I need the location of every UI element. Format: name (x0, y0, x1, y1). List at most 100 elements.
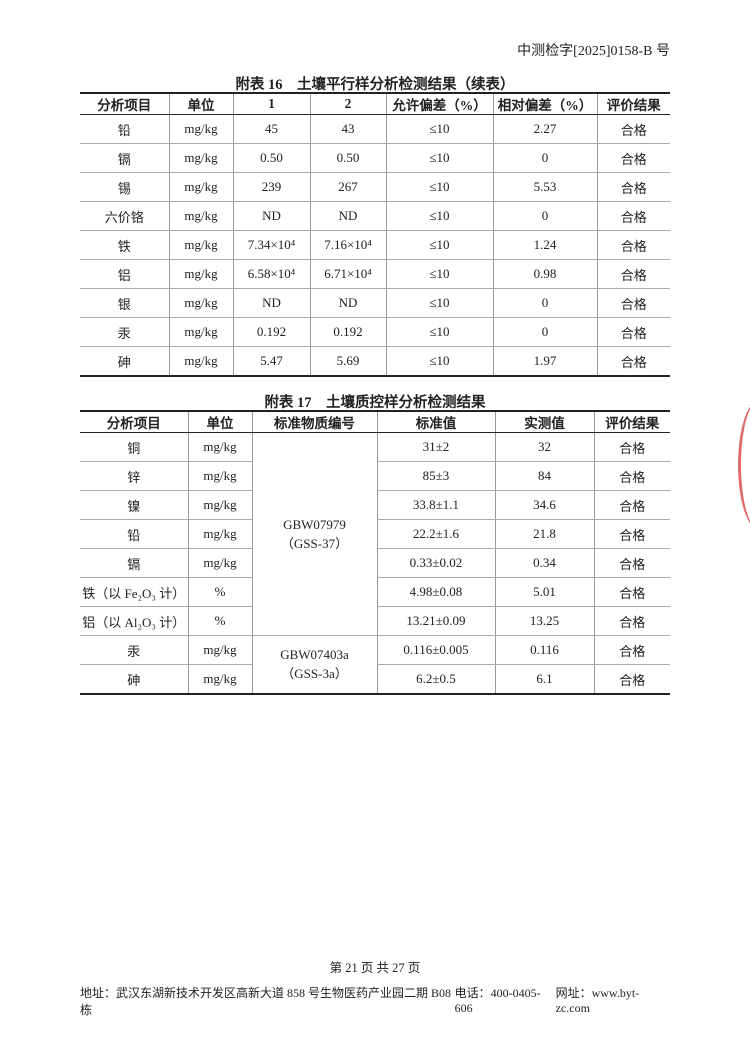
table-row: 铅 mg/kg 45 43 ≤10 2.27 合格 (80, 114, 670, 144)
table-cell: mg/kg (168, 288, 233, 318)
table-cell: ≤10 (385, 230, 493, 260)
table-row: 银 mg/kg ND ND ≤10 0 合格 (80, 288, 670, 318)
table-cell: 32 (494, 432, 594, 462)
table-cell: ≤10 (385, 288, 493, 318)
table-cell: mg/kg (187, 490, 252, 520)
table-cell: ND (309, 288, 386, 318)
table-cell: mg/kg (168, 259, 233, 289)
table-cell: mg/kg (187, 548, 252, 578)
table-cell: 砷 (80, 664, 188, 695)
table-cell: ND (309, 201, 386, 231)
table-cell: 0.98 (492, 259, 597, 289)
table-cell: 镍 (80, 490, 188, 520)
table-cell: 汞 (80, 317, 169, 347)
column-header: 评价结果 (596, 93, 670, 115)
table16-parallel-samples: 分析项目 单位 1 2 允许偏差（%） 相对偏差（%） 评价结果 铅 mg/kg 45 43 ≤10… (80, 92, 670, 377)
column-header: 分析项目 (80, 93, 169, 115)
table-cell: 0.33±0.02 (376, 548, 495, 578)
table-cell: mg/kg (168, 346, 233, 377)
table-cell: 合格 (596, 114, 670, 144)
column-header: 单位 (168, 93, 233, 115)
table-cell: 合格 (596, 259, 670, 289)
table-cell: 0 (492, 288, 597, 318)
table-cell: 5.53 (492, 172, 597, 202)
table-cell: 43 (309, 114, 386, 144)
table-cell: 0 (492, 201, 597, 231)
table-row: 锌 mg/kg 85±3 84 合格 (80, 461, 670, 491)
table-cell: 铅 (80, 519, 188, 549)
column-header: 单位 (187, 411, 252, 433)
table-row: 汞 mg/kg GBW07403a （GSS-3a） 0.116±0.005 0.116 合… (80, 635, 670, 695)
reference-material-code: GBW07979 (283, 516, 346, 532)
table-cell: 1.97 (492, 346, 597, 377)
table-cell: ND (232, 201, 310, 231)
table-row: 铝（以 Al₂O₃ 计）% 13.21±0.09 13.25 合格 (80, 606, 670, 636)
reference-material-cell: GBW07979 （GSS-37） (251, 432, 377, 636)
table-cell: 6.71×10⁴ (309, 259, 386, 289)
table-cell: ≤10 (385, 346, 493, 377)
column-header: 标准物质编号 (251, 411, 377, 433)
table-cell: 镉 (80, 548, 188, 578)
table-row: 镍 mg/kg 33.8±1.1 34.6 合格 (80, 490, 670, 520)
table-cell: mg/kg (168, 143, 233, 173)
table-cell: 铅 (80, 114, 169, 144)
table17-qc-samples: 分析项目 单位 标准物质编号 标准值 实测值 评价结果 铜 mg/kg GBW07979 （GS… (80, 410, 670, 695)
table-row: 铁（以 Fe₂O₃ 计）% 4.98±0.08 5.01 合格 (80, 577, 670, 607)
table-cell: 5.01 (494, 577, 594, 607)
table-cell: 33.8±1.1 (376, 490, 495, 520)
table-cell: 6.2±0.5 (376, 664, 495, 695)
table-cell: 锡 (80, 172, 169, 202)
table-cell: 1.24 (492, 230, 597, 260)
table-cell: 合格 (596, 317, 670, 347)
table-cell: 0.34 (494, 548, 594, 578)
table-cell: ≤10 (385, 201, 493, 231)
document-reference-number: 中测检字[2025]0158-B 号 (517, 44, 670, 59)
table-cell: 铝 (80, 259, 169, 289)
table-cell: 0 (492, 143, 597, 173)
table-cell: 合格 (593, 432, 670, 462)
table-cell: 5.47 (232, 346, 310, 377)
table-cell: mg/kg (187, 664, 252, 695)
table-cell: 239 (232, 172, 310, 202)
table-cell: ≤10 (385, 172, 493, 202)
table-cell: 砷 (80, 346, 169, 377)
table-cell: 锌 (80, 461, 188, 491)
table-cell: 5.69 (309, 346, 386, 377)
table-cell: 34.6 (494, 490, 594, 520)
column-header: 允许偏差（%） (385, 93, 493, 115)
table-cell: mg/kg (187, 432, 252, 462)
table-row: 铅 mg/kg 22.2±1.6 21.8 合格 (80, 519, 670, 549)
column-header: 评价结果 (593, 411, 670, 433)
table-cell: 铁 (80, 230, 169, 260)
table-cell: mg/kg (168, 201, 233, 231)
reference-material-cell: GBW07403a （GSS-3a） (251, 635, 377, 695)
table-cell: 7.16×10⁴ (309, 230, 386, 260)
table-cell: 0.50 (232, 143, 310, 173)
table-cell: 合格 (593, 664, 670, 695)
table17-title: 附表 17 土壤质控样分析检测结果 (264, 395, 486, 411)
table-cell: 铁（以 Fe₂O₃ 计） (80, 577, 188, 607)
table-row: 砷 mg/kg 5.47 5.69 ≤10 1.97 合格 (80, 346, 670, 377)
column-header: 实测值 (494, 411, 594, 433)
page-number: 第 21 页 共 27 页 (329, 961, 421, 975)
column-header: 分析项目 (80, 411, 188, 433)
table-cell: ≤10 (385, 143, 493, 173)
table-cell: 合格 (596, 288, 670, 318)
table-cell: 6.1 (494, 664, 594, 695)
table-cell: 铝（以 Al₂O₃ 计） (80, 606, 188, 636)
table-row: 汞 mg/kg 0.192 0.192 ≤10 0 合格 (80, 317, 670, 347)
table-cell: 267 (309, 172, 386, 202)
table-cell: 0.192 (309, 317, 386, 347)
reference-material-name: （GSS-37） (280, 535, 349, 551)
table-cell: ≤10 (385, 259, 493, 289)
table-cell: 21.8 (494, 519, 594, 549)
table-cell: 合格 (593, 461, 670, 491)
table-cell: 2.27 (492, 114, 597, 144)
column-header: 标准值 (376, 411, 495, 433)
table-cell: 合格 (593, 519, 670, 549)
table-row: 铝 mg/kg 6.58×10⁴ 6.71×10⁴ ≤10 0.98 合格 (80, 259, 670, 289)
table-cell: mg/kg (168, 317, 233, 347)
table-cell: % (187, 606, 252, 636)
red-seal-stamp-fragment (738, 400, 750, 530)
table-cell: 合格 (596, 172, 670, 202)
